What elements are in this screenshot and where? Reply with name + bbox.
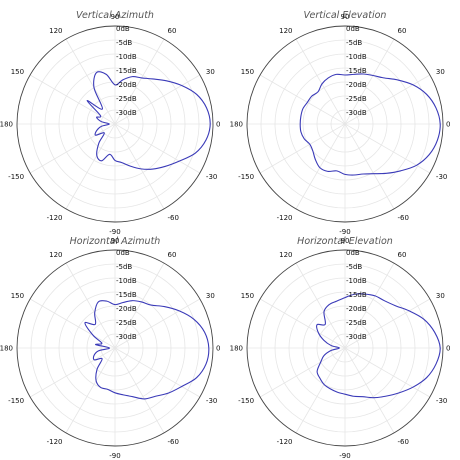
angle-label: 180	[230, 345, 243, 353]
angle-label: -150	[238, 397, 254, 405]
angle-label: 0	[216, 345, 220, 353]
angle-label: -60	[168, 214, 179, 222]
grid-spoke	[29, 298, 201, 398]
ring-label: 0dB	[346, 249, 360, 257]
angle-label: -120	[277, 438, 293, 446]
ring-label: -15dB	[346, 291, 367, 299]
chart-title: Horizontal Elevation	[297, 236, 393, 247]
angle-label: 60	[168, 251, 177, 259]
angle-label: 60	[168, 27, 177, 35]
polar-chart-1: Vertical Azimuth 0dB -5dB -10dB -15dB -20dB -2…	[0, 10, 220, 236]
outer-ring	[16, 249, 214, 447]
angle-label: 90	[111, 13, 120, 21]
ring-label: -15dB	[116, 291, 137, 299]
ring-label: -30dB	[116, 333, 137, 341]
grid-spoke	[259, 298, 431, 398]
ring-label: -15dB	[116, 67, 137, 75]
angle-label: 90	[341, 237, 350, 245]
polar-chart-4: Horizontal Elevation 0dB -5dB -10dB -15dB -20…	[230, 236, 451, 460]
radiation-pattern-series	[84, 300, 210, 400]
angle-label: -90	[339, 228, 350, 236]
angle-label: 180	[0, 121, 13, 129]
ring-label: -30dB	[116, 109, 137, 117]
angle-label: 0	[446, 121, 450, 129]
polar-chart-3: Horizontal Azimuth 0dB -5dB -10dB -15dB -20dB…	[0, 236, 220, 460]
angle-label: -150	[238, 173, 254, 181]
grid-spoke	[259, 74, 431, 174]
angle-label: -60	[398, 214, 409, 222]
radiation-pattern-series	[316, 293, 441, 399]
angle-label: -150	[8, 173, 24, 181]
ring-label: -30dB	[346, 333, 367, 341]
ring-label: -5dB	[116, 39, 132, 47]
ring-label: -5dB	[116, 263, 132, 271]
angle-label: 90	[341, 13, 350, 21]
outer-ring	[16, 25, 214, 223]
angle-label: -150	[8, 397, 24, 405]
angle-label: -90	[339, 452, 350, 460]
ring-label: -25dB	[346, 319, 367, 327]
ring-label: 0dB	[116, 25, 130, 33]
angle-label: 180	[0, 345, 13, 353]
angle-label: 90	[111, 237, 120, 245]
angle-label: -30	[436, 397, 447, 405]
chart-title: Horizontal Azimuth	[70, 236, 161, 247]
angle-label: -120	[47, 214, 63, 222]
angle-label: 120	[279, 251, 292, 259]
angle-label: 0	[216, 121, 220, 129]
ring-label: -15dB	[346, 67, 367, 75]
angle-label: -30	[206, 397, 217, 405]
angle-label: -30	[436, 173, 447, 181]
angle-label: -60	[398, 438, 409, 446]
angle-label: 120	[49, 251, 62, 259]
ring-label: -25dB	[116, 95, 137, 103]
ring-label: -20dB	[346, 305, 367, 313]
angle-label: 150	[11, 68, 24, 76]
ring-label: -20dB	[346, 81, 367, 89]
outer-ring	[246, 25, 444, 223]
angle-label: 30	[436, 292, 445, 300]
radiation-pattern-series	[86, 71, 211, 170]
angle-label: 120	[279, 27, 292, 35]
angle-label: -120	[277, 214, 293, 222]
grid-spoke	[29, 74, 201, 174]
angle-label: 60	[398, 251, 407, 259]
angle-label: -120	[47, 438, 63, 446]
ring-label: -5dB	[346, 263, 362, 271]
angle-label: -30	[206, 173, 217, 181]
ring-label: -10dB	[116, 277, 137, 285]
angle-label: -90	[109, 452, 120, 460]
ring-label: -20dB	[116, 305, 137, 313]
angle-label: 150	[241, 292, 254, 300]
ring-label: -20dB	[116, 81, 137, 89]
polar-chart-2: Vertical Elevation 0dB -5dB -10dB -15dB -20dB…	[230, 10, 451, 236]
angle-label: 30	[206, 68, 215, 76]
angle-label: 180	[230, 121, 243, 129]
ring-label: -25dB	[346, 95, 367, 103]
angle-label: 150	[241, 68, 254, 76]
ring-label: -30dB	[346, 109, 367, 117]
ring-label: -10dB	[346, 277, 367, 285]
ring-label: -10dB	[116, 53, 137, 61]
ring-label: 0dB	[116, 249, 130, 257]
angle-label: -60	[168, 438, 179, 446]
ring-label: -5dB	[346, 39, 362, 47]
angle-label: 120	[49, 27, 62, 35]
ring-label: -25dB	[116, 319, 137, 327]
outer-ring	[246, 249, 444, 447]
ring-label: 0dB	[346, 25, 360, 33]
radiation-pattern-series	[299, 73, 441, 176]
angle-label: 60	[398, 27, 407, 35]
angle-label: -90	[109, 228, 120, 236]
chart-title: Vertical Elevation	[304, 10, 387, 21]
angle-label: 150	[11, 292, 24, 300]
ring-label: -10dB	[346, 53, 367, 61]
angle-label: 30	[206, 292, 215, 300]
angle-label: 0	[446, 345, 450, 353]
angle-label: 30	[436, 68, 445, 76]
chart-title: Vertical Azimuth	[76, 10, 154, 21]
